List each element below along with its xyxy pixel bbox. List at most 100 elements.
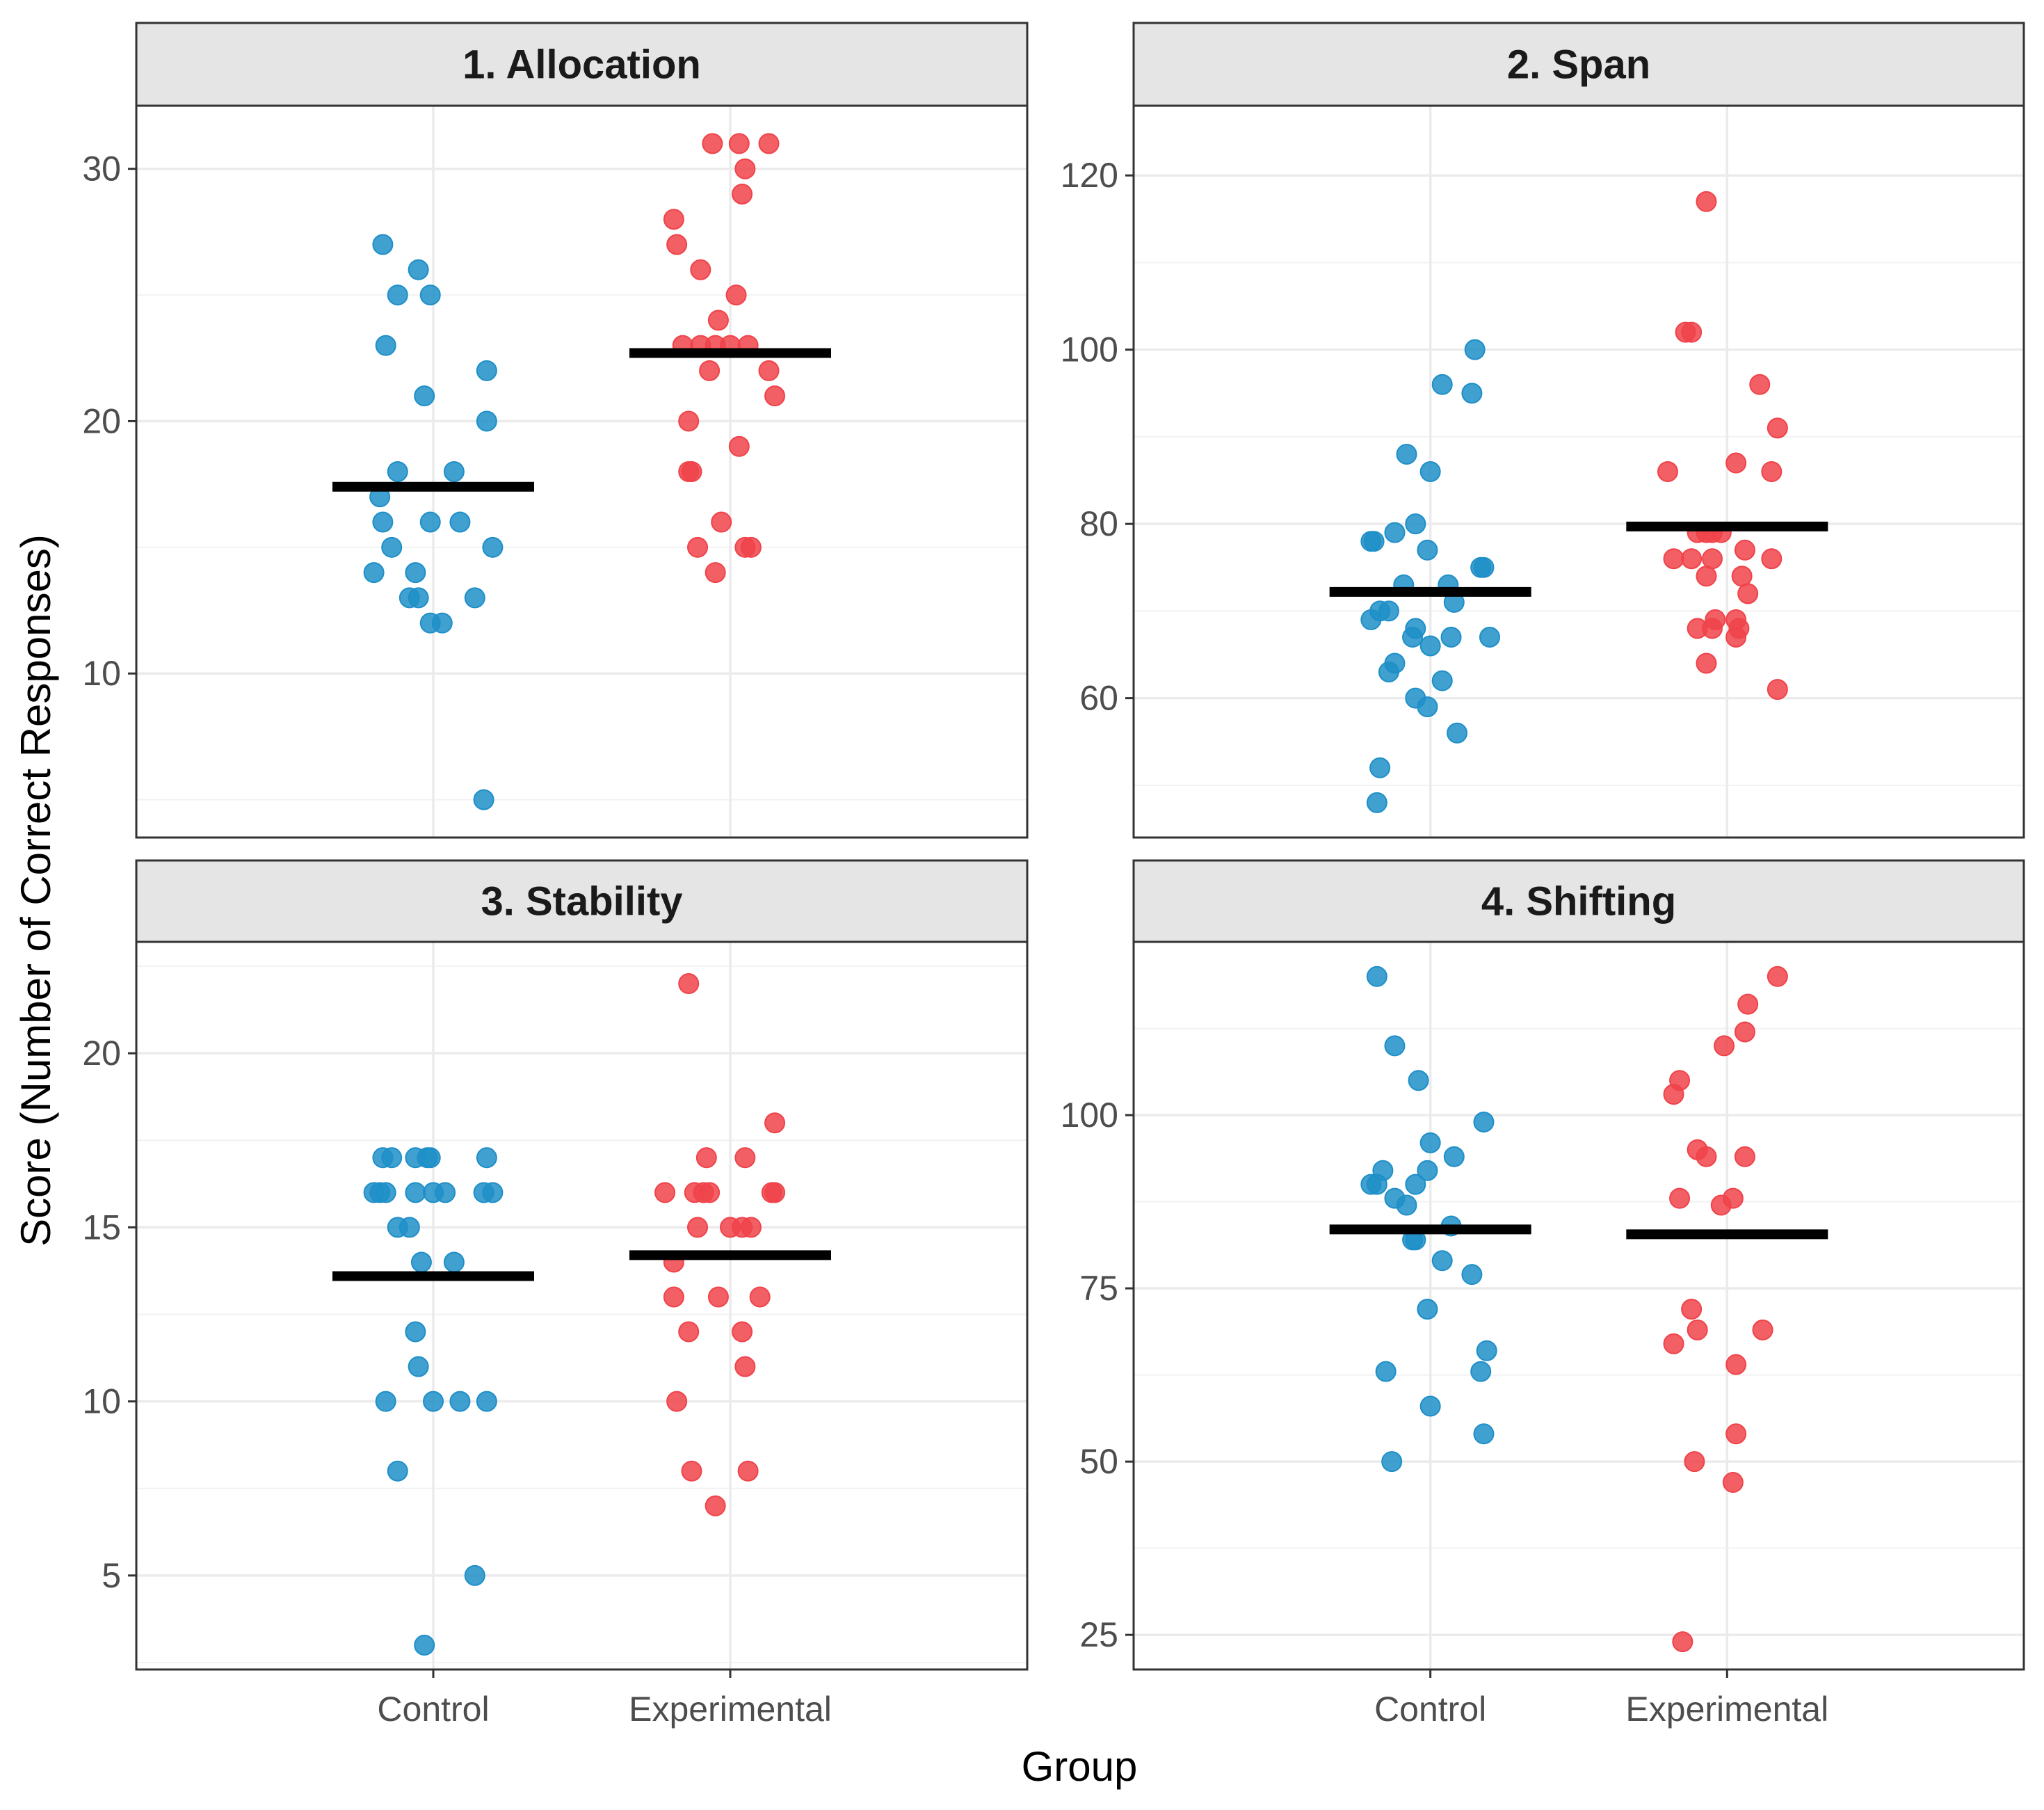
facet-strip: [135, 22, 1029, 107]
facet-strip: [1132, 22, 2025, 107]
data-point-control: [1381, 1451, 1403, 1473]
data-point-experimental: [737, 1460, 759, 1482]
data-point-control: [473, 789, 494, 810]
facet-title: 2. Span: [1507, 42, 1650, 88]
data-point-experimental: [1737, 583, 1759, 604]
data-point-experimental: [1669, 1070, 1691, 1091]
data-point-experimental: [1725, 626, 1747, 648]
panel-border: [1132, 940, 2025, 1671]
data-point-control: [1479, 626, 1500, 648]
data-point-experimental: [1761, 461, 1783, 482]
data-point-control: [419, 511, 441, 533]
data-point-control: [1431, 374, 1453, 395]
data-point-experimental: [1714, 1035, 1735, 1057]
data-point-control: [435, 1182, 456, 1203]
data-point-experimental: [1687, 1319, 1708, 1340]
data-point-experimental: [1725, 1354, 1747, 1375]
data-point-experimental: [1705, 609, 1726, 630]
data-point-experimental: [1722, 1472, 1744, 1493]
data-point-experimental: [1749, 374, 1771, 395]
data-point-control: [1378, 662, 1399, 683]
data-point-experimental: [678, 1321, 700, 1343]
data-point-control: [476, 360, 497, 381]
data-point-experimental: [728, 133, 750, 154]
data-point-control: [1476, 1340, 1497, 1361]
data-point-control: [363, 562, 385, 584]
data-point-experimental: [1737, 993, 1759, 1015]
x-tick-label: Control: [1374, 1690, 1486, 1729]
data-point-control: [1473, 1112, 1495, 1133]
y-tick-label: 10: [82, 654, 121, 693]
data-point-control: [419, 1147, 441, 1169]
data-point-experimental: [764, 385, 786, 407]
data-point-experimental: [702, 133, 723, 154]
data-point-control: [482, 536, 504, 558]
data-point-experimental: [690, 259, 711, 280]
data-point-experimental: [758, 360, 780, 381]
data-point-control: [423, 1391, 444, 1412]
data-point-control: [443, 1251, 465, 1273]
data-point-experimental: [1669, 1187, 1691, 1209]
data-point-experimental: [740, 536, 762, 558]
data-point-control: [372, 234, 394, 255]
data-point-experimental: [1752, 1319, 1773, 1340]
data-point-control: [387, 461, 408, 482]
data-point-control: [449, 511, 471, 533]
data-point-control: [1396, 443, 1417, 465]
data-point-control: [1366, 966, 1387, 987]
data-point-experimental: [1767, 966, 1788, 987]
data-point-control: [464, 1564, 485, 1586]
data-point-experimental: [1696, 566, 1717, 587]
data-point-control: [1378, 600, 1399, 622]
data-point-experimental: [1696, 1146, 1717, 1167]
y-tick-label: 80: [1079, 504, 1118, 543]
data-point-control: [464, 587, 485, 609]
data-point-control: [1419, 1395, 1441, 1417]
data-point-control: [408, 259, 429, 280]
y-tick-label: 75: [1079, 1269, 1118, 1308]
data-point-experimental: [1734, 539, 1755, 561]
data-point-control: [1363, 531, 1385, 552]
data-point-control: [372, 511, 394, 533]
data-point-control: [375, 335, 396, 356]
data-point-control: [1417, 1298, 1438, 1320]
data-point-control: [1396, 1194, 1417, 1216]
data-point-experimental: [681, 461, 702, 482]
data-point-control: [399, 1217, 420, 1238]
data-point-control: [1464, 339, 1486, 360]
y-axis-title: Score (Number of Correct Responses): [13, 534, 59, 1247]
facet-strip: [1132, 859, 2025, 943]
x-tick-label: Control: [377, 1690, 489, 1729]
data-point-experimental: [663, 209, 684, 230]
data-point-experimental: [687, 1217, 709, 1238]
data-point-experimental: [678, 973, 700, 995]
y-tick-label: 60: [1079, 679, 1118, 718]
data-point-experimental: [764, 1182, 786, 1203]
data-point-experimental: [666, 234, 688, 255]
panel-border: [135, 104, 1029, 839]
data-point-experimental: [728, 435, 750, 457]
y-tick-label: 100: [1061, 330, 1118, 369]
data-point-control: [1366, 1174, 1387, 1195]
data-point-control: [387, 1460, 408, 1482]
data-point-experimental: [758, 133, 780, 154]
data-point-control: [443, 461, 465, 482]
data-point-experimental: [1696, 652, 1717, 674]
data-point-experimental: [1734, 1146, 1755, 1167]
data-point-experimental: [1672, 1631, 1693, 1653]
data-point-control: [1405, 1174, 1426, 1195]
facet-1-allocation: 1. Allocation 10 20 30: [82, 22, 1029, 839]
data-point-control: [1419, 1132, 1441, 1153]
data-point-experimental: [1663, 1333, 1684, 1354]
data-point-control: [1461, 1264, 1483, 1286]
data-point-experimental: [1696, 191, 1717, 212]
y-tick-label: 10: [82, 1382, 121, 1421]
data-point-control: [381, 536, 403, 558]
data-point-control: [476, 410, 497, 432]
data-point-control: [1431, 1250, 1453, 1272]
y-tick-label: 100: [1061, 1096, 1118, 1135]
panel-background: [1134, 106, 2024, 838]
data-point-experimental: [1657, 461, 1678, 482]
data-point-control: [387, 285, 408, 306]
data-point-control: [476, 1147, 497, 1169]
